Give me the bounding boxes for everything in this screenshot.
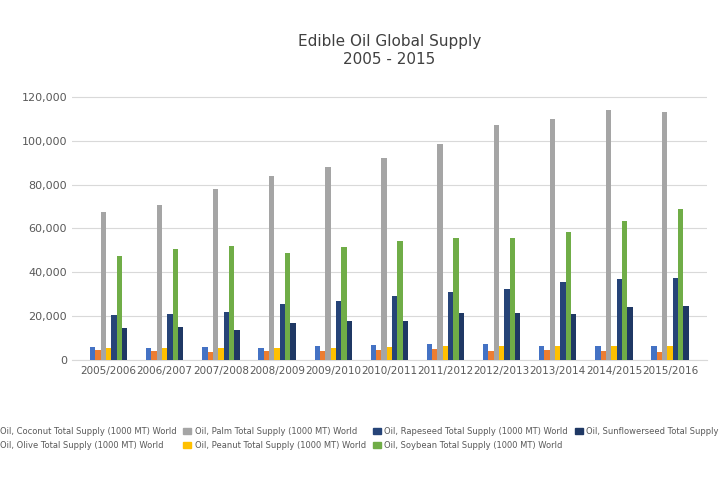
Bar [173, 250, 178, 360]
Bar [657, 352, 662, 360]
Bar [571, 314, 577, 360]
Bar [515, 313, 521, 360]
Bar [376, 350, 381, 360]
Bar [539, 346, 544, 360]
Bar [504, 289, 510, 360]
Bar [627, 308, 632, 360]
Bar [443, 346, 448, 360]
Bar [544, 350, 550, 360]
Bar [314, 346, 320, 360]
Bar [454, 238, 459, 360]
Title: Edible Oil Global Supply
2005 - 2015: Edible Oil Global Supply 2005 - 2015 [298, 34, 481, 67]
Bar [668, 346, 673, 360]
Bar [208, 352, 213, 360]
Bar [336, 301, 341, 360]
Bar [566, 232, 571, 360]
Bar [101, 212, 106, 360]
Bar [606, 110, 611, 360]
Bar [151, 351, 156, 360]
Bar [269, 176, 275, 360]
Bar [258, 348, 264, 360]
Bar [162, 348, 167, 360]
Bar [611, 346, 616, 360]
Bar [494, 126, 499, 360]
Bar [448, 292, 454, 360]
Bar [459, 313, 464, 360]
Bar [432, 349, 438, 360]
Bar [280, 304, 285, 360]
Bar [438, 144, 443, 360]
Bar [167, 314, 173, 360]
Bar [499, 346, 504, 360]
Bar [427, 344, 432, 360]
Bar [371, 346, 376, 360]
Bar [156, 206, 162, 360]
Bar [397, 240, 402, 360]
Bar [550, 119, 555, 360]
Legend: Oil, Coconut Total Supply (1000 MT) World, Oil, Olive Total Supply (1000 MT) Wor: Oil, Coconut Total Supply (1000 MT) Worl… [0, 427, 721, 450]
Bar [381, 158, 386, 360]
Bar [662, 112, 668, 360]
Bar [601, 351, 606, 360]
Bar [224, 312, 229, 360]
Bar [111, 315, 117, 360]
Bar [488, 351, 494, 360]
Bar [95, 350, 101, 360]
Bar [213, 189, 218, 360]
Bar [622, 221, 627, 360]
Bar [596, 346, 601, 360]
Bar [122, 328, 128, 360]
Bar [178, 327, 183, 360]
Bar [320, 351, 325, 360]
Bar [202, 346, 208, 360]
Bar [616, 279, 622, 360]
Bar [651, 346, 657, 360]
Bar [402, 320, 408, 360]
Bar [510, 238, 515, 360]
Bar [218, 348, 224, 360]
Bar [684, 306, 689, 360]
Bar [234, 330, 239, 360]
Bar [291, 322, 296, 360]
Bar [555, 346, 560, 360]
Bar [673, 278, 678, 360]
Bar [117, 256, 122, 360]
Bar [325, 167, 330, 360]
Bar [560, 282, 566, 360]
Bar [264, 351, 269, 360]
Bar [386, 347, 392, 360]
Bar [347, 320, 352, 360]
Bar [678, 208, 684, 360]
Bar [229, 246, 234, 360]
Bar [285, 252, 291, 360]
Bar [275, 348, 280, 360]
Bar [483, 344, 488, 360]
Bar [90, 346, 95, 360]
Bar [341, 247, 347, 360]
Bar [330, 348, 336, 360]
Bar [106, 348, 111, 360]
Bar [392, 296, 397, 360]
Bar [146, 348, 151, 360]
